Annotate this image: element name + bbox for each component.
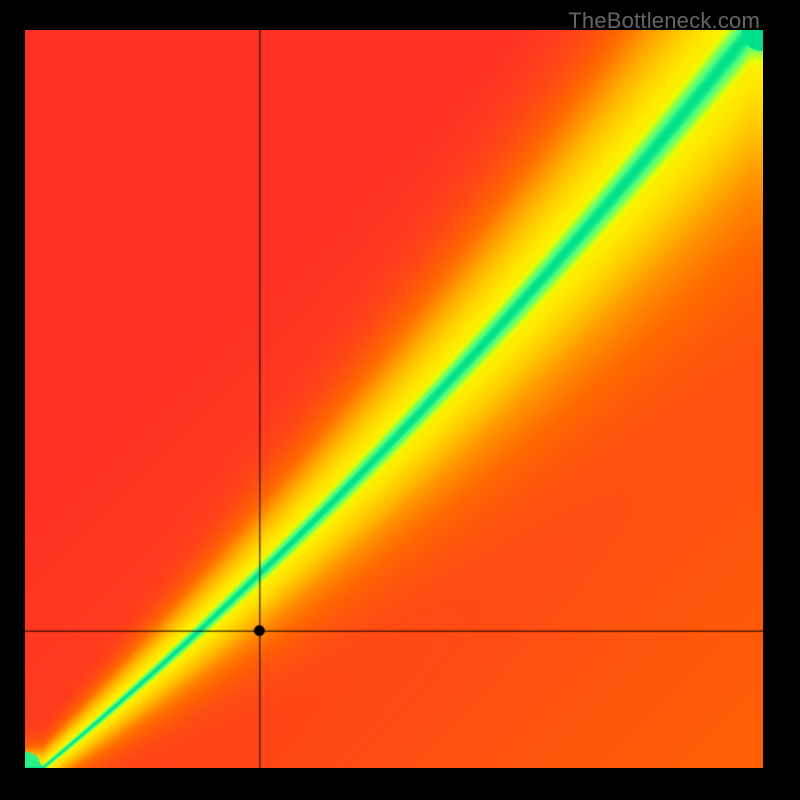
watermark-text: TheBottleneck.com	[568, 8, 760, 34]
heatmap-plot	[25, 30, 763, 768]
heatmap-canvas	[25, 30, 763, 768]
chart-container: TheBottleneck.com	[0, 0, 800, 800]
